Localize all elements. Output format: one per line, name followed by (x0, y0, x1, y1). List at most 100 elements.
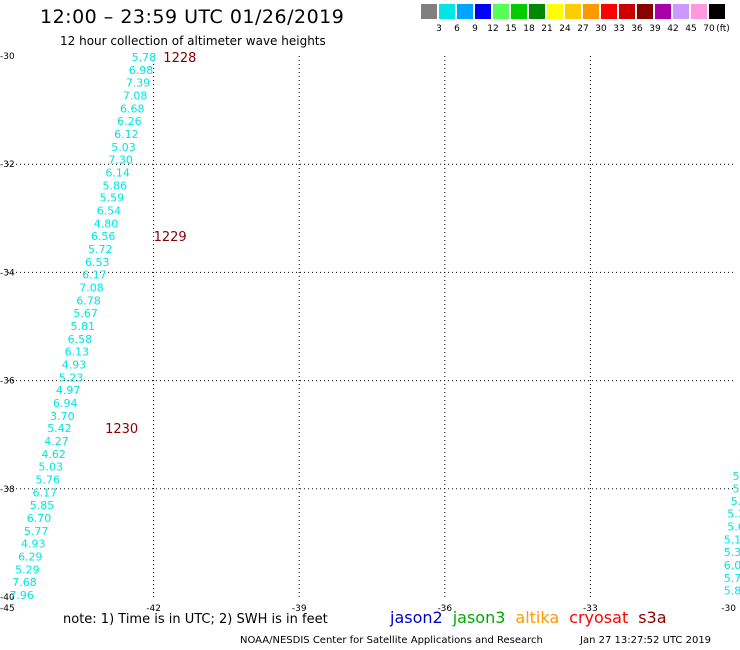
wave-height-label: 6.98 (129, 64, 154, 77)
colorbar-swatch (691, 4, 708, 19)
time-label: 1230 (105, 422, 138, 437)
wave-height-label: 5.88 (724, 585, 740, 598)
wave-height-label: 6.68 (120, 102, 145, 115)
wave-height-label: 5.29 (15, 563, 40, 576)
colorbar-label: 15 (505, 24, 517, 34)
colorbar-swatch (475, 4, 492, 19)
footer-timestamp: Jan 27 13:27:52 UTC 2019 (580, 635, 712, 646)
colorbar-label: 36 (631, 24, 643, 34)
colorbar-label: 33 (613, 24, 625, 34)
satellite-legend: jason2 jason3 altika cryosat s3a (390, 608, 677, 627)
wave-height-label: 6.13 (65, 345, 90, 358)
wave-height-label: 5.10 (724, 534, 740, 547)
wave-height-label: 5 (733, 482, 740, 495)
chart-title: 12:00 – 23:59 UTC 01/26/2019 (40, 6, 345, 28)
colorbar-swatch (421, 4, 438, 19)
wave-height-label: 6.70 (27, 512, 52, 525)
colorbar-label: 27 (577, 24, 589, 34)
wave-height-label: 5. (731, 495, 740, 508)
wave-height-label: 7.96 (9, 589, 34, 602)
wave-height-label: 7.08 (123, 89, 148, 102)
y-tick-label: -34 (0, 268, 15, 278)
colorbar-label: 30 (595, 24, 607, 34)
colorbar-label: 18 (523, 24, 535, 34)
y-tick-label: -32 (0, 160, 15, 170)
colorbar-label: 42 (667, 24, 679, 34)
wave-height-label: 6.14 (105, 166, 130, 179)
legend-jason3: jason3 (452, 608, 506, 627)
wave-height-label: 5.3 (727, 508, 740, 521)
colorbar-label: 70 (703, 24, 715, 34)
colorbar-swatch (619, 4, 636, 19)
x-tick-label: -33 (583, 604, 598, 614)
legend-cryosat: cryosat (569, 608, 629, 627)
wave-height-label: 7.08 (79, 282, 104, 295)
y-tick-label: -40 (0, 593, 15, 603)
colorbar-unit: (ft) (716, 24, 730, 34)
wave-height-label: 5.85 (30, 499, 55, 512)
colorbar-swatch (601, 4, 618, 19)
time-label: 1229 (154, 230, 187, 245)
wave-height-label: 6.26 (117, 115, 142, 128)
colorbar-swatch (565, 4, 582, 19)
time-label: 1228 (163, 51, 196, 66)
wave-height-label: 6.54 (97, 205, 122, 218)
x-tick-label: -45 (0, 604, 15, 614)
legend-altika: altika (515, 608, 560, 627)
y-tick-label: -36 (0, 377, 15, 387)
colorbar-swatch (493, 4, 510, 19)
wave-height-label: 5.77 (24, 525, 49, 538)
wave-height-label: 5.03 (38, 461, 63, 474)
wave-height-label: 4.80 (94, 218, 119, 231)
wave-height-label: 5.6 (727, 521, 740, 534)
y-tick-label: -38 (0, 485, 15, 495)
colorbar-label: 6 (454, 24, 460, 34)
legend-jason2: jason2 (390, 608, 443, 627)
wave-height-label: 6.94 (53, 397, 78, 410)
wave-height-label: 5.72 (88, 243, 113, 256)
colorbar-label: 12 (487, 24, 499, 34)
wave-height-label: 6.58 (68, 333, 93, 346)
wave-height-label: 6.53 (85, 256, 110, 269)
x-tick-label: -39 (292, 604, 307, 614)
wave-height-label: 5.67 (73, 307, 98, 320)
wave-height-label: 4.97 (56, 384, 81, 397)
wave-height-label: 5 (733, 470, 740, 483)
colorbar-swatch (655, 4, 672, 19)
footer-credit: NOAA/NESDIS Center for Satellite Applica… (240, 635, 543, 646)
colorbar-label: 45 (685, 24, 697, 34)
y-tick-label: -30 (0, 52, 15, 62)
wave-height-label: 4.27 (44, 435, 69, 448)
wave-height-label: 4.93 (62, 358, 87, 371)
colorbar-swatch (511, 4, 528, 19)
wave-height-label: 6.17 (33, 487, 58, 500)
chart-subtitle: 12 hour collection of altimeter wave hei… (60, 34, 326, 48)
wave-height-label: 5.78 (132, 51, 157, 64)
colorbar-swatch (709, 4, 726, 19)
colorbar-label: 24 (559, 24, 571, 34)
wave-height-label: 5.81 (70, 320, 95, 333)
wave-height-label: 5.32 (724, 546, 740, 559)
colorbar-swatch (583, 4, 600, 19)
colorbar-label: 39 (649, 24, 661, 34)
x-tick-label: -36 (437, 604, 452, 614)
wave-height-label: 5.23 (59, 371, 84, 384)
colorbar-label: 9 (472, 24, 478, 34)
x-tick-label: -42 (146, 604, 161, 614)
wave-height-label: 5.59 (100, 192, 125, 205)
footer-note: note: 1) Time is in UTC; 2) SWH is in fe… (63, 612, 328, 627)
colorbar-label: 3 (436, 24, 442, 34)
wave-height-label: 5.03 (111, 141, 136, 154)
wave-height-label: 4.62 (41, 448, 66, 461)
wave-height-label: 6.12 (114, 128, 139, 141)
wave-height-label: 5.42 (47, 422, 72, 435)
colorbar-swatch (457, 4, 474, 19)
wave-height-label: 6.56 (91, 230, 116, 243)
wave-height-label: 6.78 (76, 295, 101, 308)
wave-height-label: 6.01 (724, 559, 740, 572)
wave-height-label: 7.68 (12, 576, 37, 589)
colorbar-label: 21 (541, 24, 553, 34)
wave-height-label: 6.17 (82, 269, 107, 282)
wave-height-label: 5.72 (724, 572, 740, 585)
